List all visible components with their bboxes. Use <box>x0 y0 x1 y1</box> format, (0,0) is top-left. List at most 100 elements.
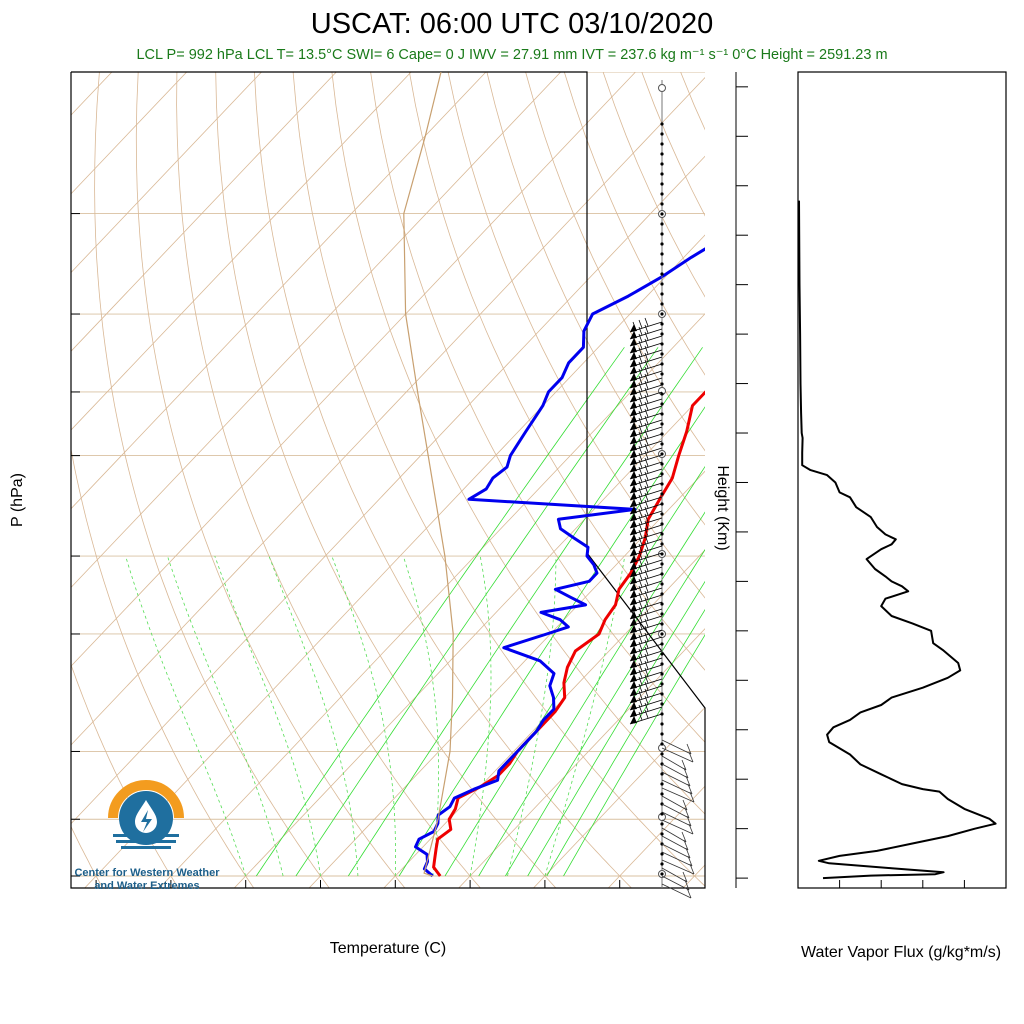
barb-feather-icon <box>644 443 649 453</box>
barb-feather-icon <box>632 475 637 485</box>
level-dot-icon <box>660 392 664 396</box>
barb-flag-icon <box>630 660 637 668</box>
wind-barbs <box>629 80 695 899</box>
barb-feather-icon <box>632 419 637 429</box>
barb-feather-icon <box>644 569 649 579</box>
sounding-parameters: LCL P= 992 hPa LCL T= 13.5°C SWI= 6 Cape… <box>136 47 888 63</box>
barb-feather-icon <box>638 368 643 378</box>
barb-feather-icon <box>638 522 643 532</box>
barb-feather-icon <box>632 587 637 597</box>
barb-feather-icon <box>644 338 649 348</box>
barb-flag-icon <box>630 415 637 423</box>
barb-feather-icon <box>638 459 643 469</box>
barb-feather-icon <box>638 508 643 518</box>
isotherm-line <box>71 72 562 589</box>
isotherm-line <box>71 72 263 274</box>
barb-feather-icon <box>684 879 690 891</box>
profile-parcel <box>403 72 454 877</box>
barb-feather-icon <box>644 618 649 628</box>
moist-adiabat <box>268 555 359 877</box>
level-dot-icon <box>660 542 664 546</box>
page-title: USCAT: 06:00 UTC 03/10/2020 <box>310 8 714 40</box>
barb-feather-icon <box>644 450 649 460</box>
barb-feather-icon <box>638 382 643 392</box>
barb-feather-icon <box>632 412 637 422</box>
level-dot-icon <box>660 512 664 516</box>
barb-feather-icon <box>632 643 637 653</box>
barb-flag-icon <box>630 359 637 367</box>
isotherm-line <box>71 72 487 510</box>
barb-feather-icon <box>644 464 649 474</box>
level-dot-icon <box>660 132 664 136</box>
barb-feather-icon <box>638 543 643 553</box>
isotherm-line <box>71 72 637 667</box>
barb-flag-icon <box>630 331 637 339</box>
barb-feather-icon <box>632 342 637 352</box>
barb-flag-icon <box>630 632 637 640</box>
level-dot-icon <box>660 302 664 306</box>
barb-feather-icon <box>638 410 643 420</box>
barb-feather-icon <box>632 517 637 527</box>
barb-feather-icon <box>638 347 643 357</box>
barb-flag-icon <box>630 492 637 500</box>
barb-feather-icon <box>644 541 649 551</box>
barb-feather-icon <box>632 566 637 576</box>
level-dot-icon <box>660 752 664 756</box>
dry-adiabat <box>525 72 705 452</box>
level-dot-icon <box>660 182 664 186</box>
barb-feather-icon <box>644 352 649 362</box>
isotherm-line <box>71 72 188 195</box>
barb-flag-icon <box>630 702 637 710</box>
barb-feather-icon <box>632 503 637 513</box>
barb-feather-icon <box>686 815 692 827</box>
mixing-ratio-line <box>255 347 625 877</box>
mixing-ratio-line <box>444 465 705 877</box>
barb-flag-icon <box>630 709 637 717</box>
wind-barb-icon <box>661 779 693 795</box>
isotherm-line <box>532 706 705 888</box>
level-dot-icon <box>660 152 664 156</box>
barb-flag-icon <box>630 674 637 682</box>
barb-feather-icon <box>632 622 637 632</box>
barb-feather-icon <box>644 429 649 439</box>
barb-flag-icon <box>630 555 637 563</box>
barb-feather-icon <box>632 384 637 394</box>
barb-feather-icon <box>632 489 637 499</box>
dry-adiabat <box>135 72 406 888</box>
dry-adiabat <box>215 72 557 888</box>
barb-feather-icon <box>638 634 643 644</box>
wind-barb-icon <box>661 827 687 843</box>
dry-adiabat <box>780 35 1024 893</box>
barb-feather-icon <box>644 408 649 418</box>
barb-flag-icon <box>630 499 637 507</box>
barb-feather-icon <box>644 359 649 369</box>
mixing-ratio-line <box>347 347 703 877</box>
barb-feather-icon <box>686 887 692 899</box>
dry-adiabat <box>817 35 1024 893</box>
barb-flag-icon <box>630 373 637 381</box>
barb-feather-icon <box>638 466 643 476</box>
barb-flag-icon <box>630 513 637 521</box>
level-dot-icon <box>660 532 664 536</box>
level-dot-icon <box>660 602 664 606</box>
barb-feather-icon <box>644 702 649 712</box>
barb-feather-icon <box>638 501 643 511</box>
barb-flag-icon <box>630 485 637 493</box>
barb-feather-icon <box>632 531 637 541</box>
dry-adiabat <box>447 72 705 599</box>
barb-flag-icon <box>630 345 637 353</box>
barb-feather-icon <box>632 524 637 534</box>
level-dot-icon <box>660 262 664 266</box>
barb-feather-icon <box>644 632 649 642</box>
level-dot-icon <box>660 652 664 656</box>
barb-feather-icon <box>688 823 694 835</box>
barb-feather-icon <box>632 440 637 450</box>
barb-feather-icon <box>638 585 643 595</box>
level-dot-icon <box>660 732 664 736</box>
barb-feather-icon <box>638 424 643 434</box>
barb-feather-icon <box>644 604 649 614</box>
barb-feather-icon <box>638 557 643 567</box>
level-dot-icon <box>660 722 664 726</box>
barb-feather-icon <box>644 436 649 446</box>
barb-feather-icon <box>632 349 637 359</box>
